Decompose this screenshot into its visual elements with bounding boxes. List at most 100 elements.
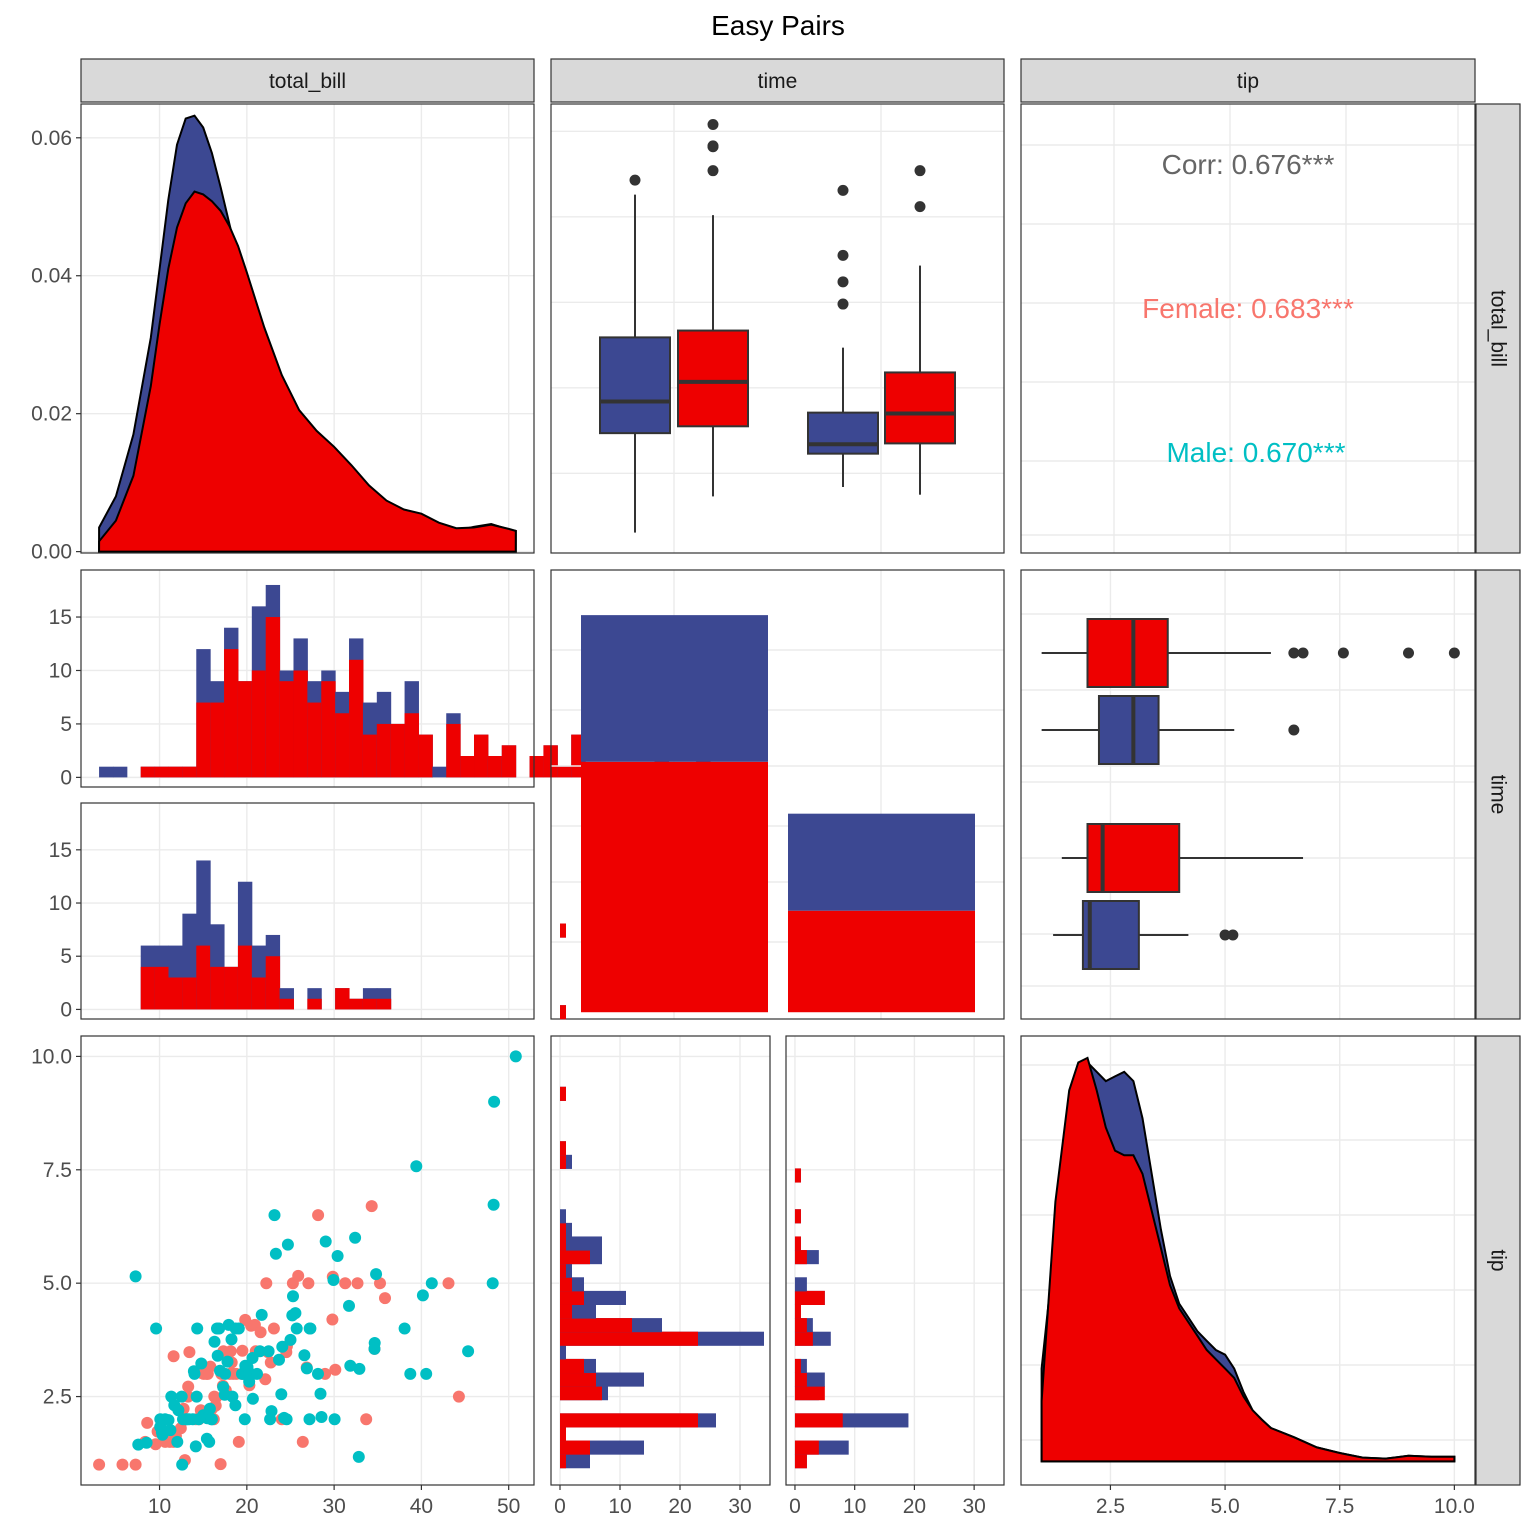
hhist-bar-total xyxy=(794,1277,807,1292)
outlier-point xyxy=(837,298,849,310)
x-tick-label: 20 xyxy=(668,1495,691,1518)
scatter-point xyxy=(208,1335,221,1348)
scatter-point xyxy=(268,1209,281,1222)
hhist-bar-red xyxy=(560,1236,566,1251)
panel-frame xyxy=(785,1035,1005,1486)
hist-bar-red xyxy=(182,977,197,1010)
strip-right-label: time xyxy=(1487,775,1510,815)
hist-bar-red xyxy=(154,966,170,1010)
y-tick-label: 0.00 xyxy=(31,541,72,564)
panel-tip-density xyxy=(1020,1035,1476,1486)
x-tick-label: 0 xyxy=(554,1495,566,1518)
hhist-bar-red xyxy=(560,1440,590,1455)
panel-total_bill-density xyxy=(80,103,535,554)
scatter-point xyxy=(229,1399,242,1412)
hhist-bar-red xyxy=(794,1250,807,1265)
hhist-bar-red xyxy=(794,1413,843,1428)
hhist-bar-red xyxy=(560,1277,572,1292)
scatter-point xyxy=(154,1413,167,1426)
hhist-bar-red xyxy=(794,1386,825,1401)
x-tick-label: 30 xyxy=(962,1495,985,1518)
y-tick-label: 10 xyxy=(49,659,72,682)
boxplot-Lunch-blue xyxy=(807,184,879,488)
box-body xyxy=(677,329,749,428)
scatter-point xyxy=(260,1277,273,1290)
outlier-point xyxy=(707,165,719,177)
panel-frame xyxy=(1020,103,1476,554)
hhist-bar-red xyxy=(560,1154,566,1169)
scatter-point xyxy=(129,1458,142,1471)
gridlines xyxy=(551,104,1004,553)
hhist-bar-red xyxy=(794,1304,801,1319)
scatter-point xyxy=(488,1095,501,1108)
hist-bar-red xyxy=(335,988,350,1010)
hist-bar-red xyxy=(265,617,281,778)
panel-frame xyxy=(80,569,535,788)
hhist-bar-red xyxy=(560,1413,698,1428)
scatter-point xyxy=(509,1050,522,1063)
hhist-bar-red xyxy=(560,1426,566,1442)
scatter-point xyxy=(150,1322,163,1335)
hboxplot-Lunch-blue xyxy=(1053,900,1239,970)
x-tick-label: 50 xyxy=(497,1495,520,1518)
hhist-bar-red xyxy=(560,1318,632,1333)
bar-Lunch-blue xyxy=(788,813,975,911)
correlation-label: Corr: 0.676*** xyxy=(1162,149,1335,180)
scatter-point xyxy=(251,1367,263,1380)
scatter-point xyxy=(225,1333,238,1346)
scatter-point xyxy=(140,1436,153,1449)
scatter-point xyxy=(425,1277,438,1290)
x-tick-label: 20 xyxy=(903,1495,926,1518)
scatter-point xyxy=(201,1367,214,1380)
x-tick-label: 10 xyxy=(148,1495,171,1518)
scatter-point xyxy=(182,1380,195,1393)
hist-bar-red xyxy=(168,766,183,778)
scatter-point xyxy=(312,1209,325,1222)
scatter-point xyxy=(344,1359,357,1372)
scatter-point xyxy=(219,1367,232,1380)
panel-frame xyxy=(80,1035,535,1486)
hist-bar-red xyxy=(418,734,433,778)
strip-right-label: tip xyxy=(1487,1249,1510,1271)
scatter-point xyxy=(141,1416,154,1429)
scatter-point xyxy=(255,1308,268,1321)
gridlines xyxy=(1021,104,1475,553)
x-tick-label: 40 xyxy=(410,1495,433,1518)
scatter-point xyxy=(442,1277,455,1290)
box-body xyxy=(884,371,956,445)
bar-Dinner-red xyxy=(581,761,768,1013)
scatter-point xyxy=(171,1435,184,1448)
hist-bar-red xyxy=(182,766,197,778)
scatter-point xyxy=(353,1362,366,1375)
y-tick-label: 0 xyxy=(60,766,72,789)
scatter-point xyxy=(452,1390,465,1403)
scatter-point xyxy=(302,1277,315,1290)
strip-right-total_bill xyxy=(1475,103,1521,554)
scatter-point xyxy=(290,1322,303,1335)
hist-bar-total xyxy=(99,766,114,778)
scatter-point xyxy=(275,1388,288,1401)
strip-top-time xyxy=(550,58,1005,103)
hist-bar-red xyxy=(474,734,489,778)
hist-bar-red xyxy=(251,670,267,778)
hhist-bar-red xyxy=(560,1454,566,1469)
strip-top-label: total_bill xyxy=(269,70,346,93)
hboxplot-Lunch-red xyxy=(1061,823,1304,893)
hhist-bar-red xyxy=(794,1372,807,1387)
scatter-point xyxy=(238,1413,251,1426)
strip-right-label: total_bill xyxy=(1487,290,1510,367)
y-tick-label: 0.06 xyxy=(31,127,72,150)
scatter-point xyxy=(315,1411,328,1423)
scatter-point xyxy=(262,1345,275,1358)
y-tick-label: 10 xyxy=(49,892,72,915)
hist-bar-red xyxy=(154,766,170,778)
hboxplot-Dinner-red xyxy=(1041,618,1460,688)
hist-bar-red xyxy=(279,998,294,1010)
hhist-bar-red xyxy=(794,1290,825,1305)
box-body xyxy=(1086,618,1169,688)
hist-bar-red xyxy=(196,945,211,1010)
scatter-point xyxy=(129,1270,142,1283)
outlier-point xyxy=(1288,647,1300,659)
hist-bar-red xyxy=(404,713,419,778)
scatter-point xyxy=(379,1292,391,1305)
